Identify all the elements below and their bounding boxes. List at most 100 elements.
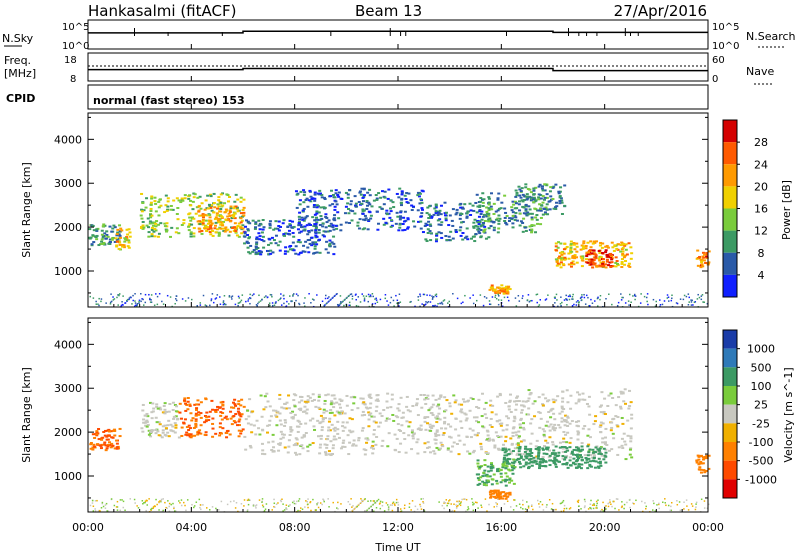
power-echo-cell — [558, 251, 562, 254]
power-echo-cell — [375, 210, 379, 213]
noise-dot — [446, 502, 449, 505]
velocity-echo-cell — [385, 400, 389, 403]
power-echo-cell — [236, 225, 240, 228]
noise-dot — [441, 504, 444, 507]
power-echo-cell — [150, 226, 154, 229]
noise-dot — [129, 498, 132, 500]
colorbar-swatch — [723, 164, 737, 187]
power-echo-cell — [122, 244, 126, 247]
velocity-echo-cell — [544, 465, 548, 468]
velocity-echo-cell — [517, 436, 521, 439]
velocity-echo-cell — [565, 441, 569, 444]
power-echo-cell — [390, 224, 394, 227]
power-echo-cell — [315, 204, 319, 207]
noise-dot — [422, 293, 425, 296]
noise-dot — [231, 295, 234, 297]
velocity-echo-cell — [700, 462, 704, 465]
velocity-echo-cell — [362, 401, 366, 404]
power-echo-cell — [189, 235, 193, 238]
power-echo-cell — [217, 231, 221, 234]
velocity-echo-cell — [286, 451, 290, 454]
power-echo-cell — [241, 227, 245, 230]
xtick-label: 16:00 — [485, 521, 517, 534]
velocity-echo-cell — [496, 493, 500, 496]
xtick-label: 00:00 — [72, 521, 104, 534]
velocity-echo-cell — [617, 396, 621, 399]
velocity-echo-cell — [239, 430, 243, 433]
noise-dot — [226, 503, 229, 506]
power-echo-cell — [276, 227, 280, 230]
power-echo-cell — [192, 227, 196, 230]
power-echo-cell — [366, 204, 370, 207]
colorbar-tick-label: 28 — [754, 136, 768, 149]
power-echo-cell — [254, 221, 258, 224]
velocity-echo-cell — [512, 420, 516, 423]
noise-dot — [363, 300, 366, 302]
noise-dot — [173, 506, 175, 509]
power-echo-cell — [310, 244, 314, 247]
power-echo-cell — [303, 191, 307, 194]
power-echo-cell — [496, 286, 500, 289]
power-echo-cell — [527, 205, 531, 208]
power-echo-cell — [447, 224, 451, 227]
power-echo-cell — [619, 250, 623, 253]
noise-dot — [613, 500, 615, 503]
noise-dot — [644, 502, 646, 504]
noise-dot — [273, 505, 275, 508]
power-echo-cell — [472, 226, 476, 229]
noise-dot — [654, 305, 657, 308]
velocity-echo-cell — [274, 409, 278, 412]
velocity-echo-cell — [587, 428, 591, 431]
power-echo-cell — [532, 189, 536, 192]
power-echo-cell — [410, 209, 414, 212]
power-echo-cell — [368, 188, 372, 191]
power-echo-cell — [241, 215, 245, 218]
power-echo-cell — [483, 219, 487, 222]
power-echo-cell — [611, 246, 615, 249]
velocity-echo-cell — [106, 443, 110, 446]
velocity-echo-cell — [508, 393, 512, 396]
noise-dot — [585, 294, 588, 297]
power-echo-cell — [412, 220, 416, 223]
noise-dot — [349, 503, 351, 506]
power-echo-cell — [570, 263, 574, 266]
velocity-echo-cell — [462, 443, 466, 446]
noise-dot — [421, 303, 423, 305]
noise-dot — [658, 507, 660, 510]
noise-dot — [336, 507, 338, 509]
noise-dot — [489, 303, 492, 306]
power-echo-cell — [268, 226, 272, 229]
velocity-echo-cell — [510, 479, 514, 482]
noise-dot — [269, 293, 272, 296]
power-echo-cell — [698, 255, 702, 258]
noise-dot — [298, 498, 301, 500]
noise-dot — [144, 293, 147, 296]
velocity-echo-cell — [298, 395, 302, 398]
velocity-echo-cell — [234, 404, 238, 407]
power-echo-cell — [200, 229, 204, 232]
velocity-echo-cell — [174, 415, 178, 418]
velocity-echo-cell — [396, 407, 400, 410]
velocity-echo-cell — [492, 473, 496, 476]
power-echo-cell — [579, 255, 583, 258]
velocity-echo-cell — [408, 410, 412, 413]
power-echo-cell — [378, 206, 382, 209]
velocity-echo-cell — [363, 403, 367, 406]
velocity-echo-cell — [268, 419, 272, 422]
power-echo-cell — [563, 242, 567, 245]
velocity-echo-cell — [343, 445, 347, 448]
noise-dot — [309, 501, 311, 504]
noise-dot — [417, 299, 420, 301]
noise-dot — [645, 505, 647, 508]
noise-dot — [634, 295, 637, 297]
noise-dot — [695, 501, 698, 504]
power-echo-cell — [386, 197, 390, 200]
noise-dot — [569, 507, 572, 509]
power-echo-cell — [292, 225, 296, 228]
power-echo-cell — [619, 243, 623, 246]
noise-dot — [158, 509, 160, 511]
power-echo-cell — [141, 202, 145, 205]
power-echo-cell — [363, 214, 367, 217]
velocity-echo-cell — [277, 449, 281, 452]
velocity-echo-cell — [267, 441, 271, 444]
